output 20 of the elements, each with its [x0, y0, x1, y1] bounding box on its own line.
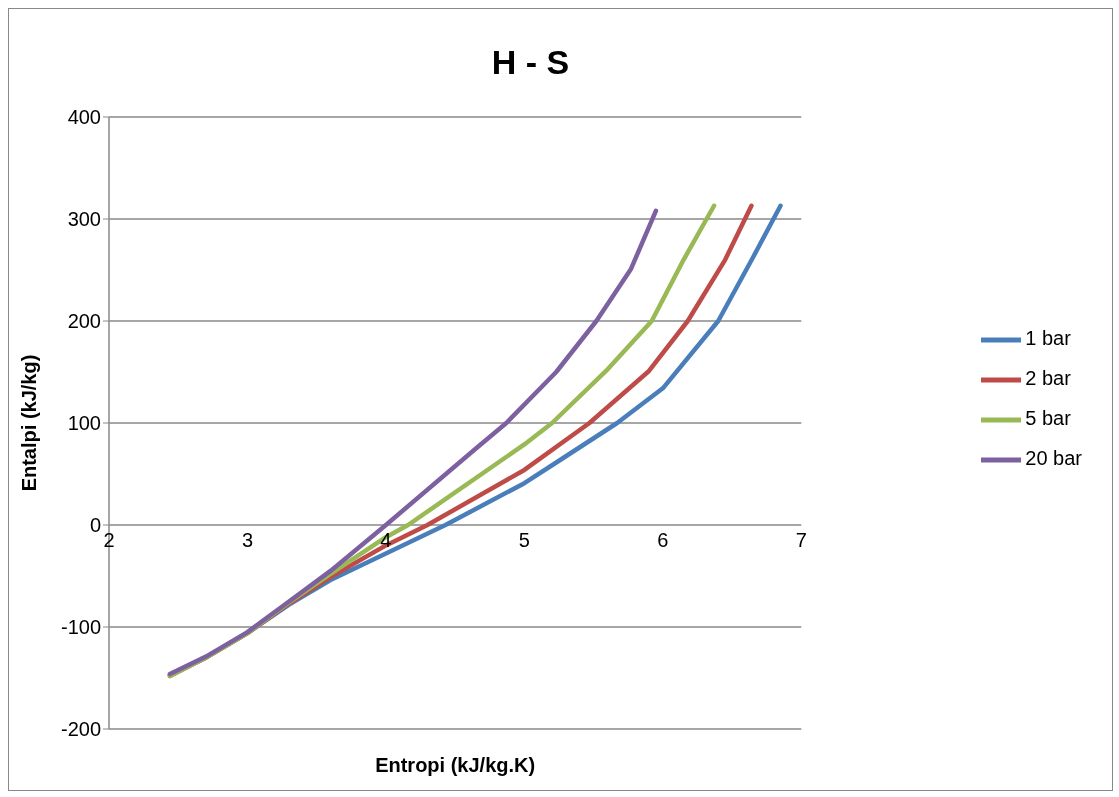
y-tick-label: -200 — [60, 718, 101, 741]
legend-label: 20 bar — [1025, 446, 1082, 469]
x-axis-title: Entropi (kJ/kg.K) — [375, 754, 536, 776]
y-tick-label: 400 — [67, 106, 101, 129]
legend-label: 2 bar — [1025, 366, 1071, 389]
x-tick-label: 6 — [657, 529, 669, 551]
legend-label: 5 bar — [1025, 406, 1071, 429]
chart-title: H - S — [490, 43, 571, 82]
x-tick-label: 4 — [380, 529, 392, 551]
x-tick-label: 7 — [795, 529, 807, 551]
x-tick-label: 2 — [103, 529, 115, 551]
y-tick-label: 200 — [67, 310, 101, 333]
y-tick-label: 300 — [67, 208, 101, 231]
x-tick-label: 3 — [241, 529, 254, 551]
y-tick-label: 0 — [89, 514, 101, 537]
y-tick-label: -100 — [60, 616, 101, 639]
y-tick-label: 100 — [67, 412, 101, 435]
x-tick-label: 5 — [518, 529, 530, 551]
y-axis-title: Entalpi (kJ/kg) — [18, 354, 41, 492]
legend-label: 1 bar — [1025, 326, 1071, 349]
